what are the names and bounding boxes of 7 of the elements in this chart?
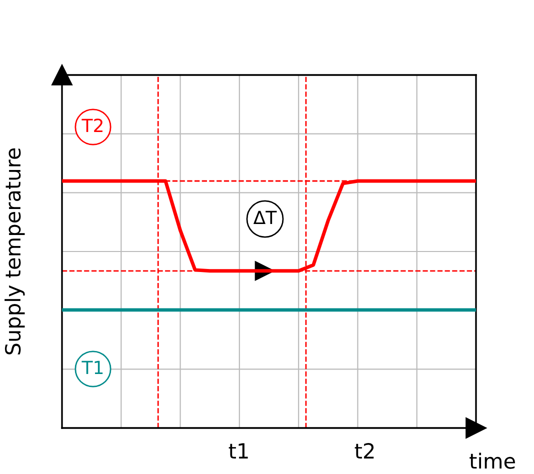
x-axis-title: time	[470, 452, 515, 469]
text: t2	[354, 442, 374, 458]
annotation: T1	[82, 360, 103, 374]
text: T2	[82, 118, 102, 132]
y-axis-title: Supply temperature	[4, 148, 25, 354]
text: t1	[228, 443, 248, 458]
annotation: ΔT	[253, 210, 277, 224]
